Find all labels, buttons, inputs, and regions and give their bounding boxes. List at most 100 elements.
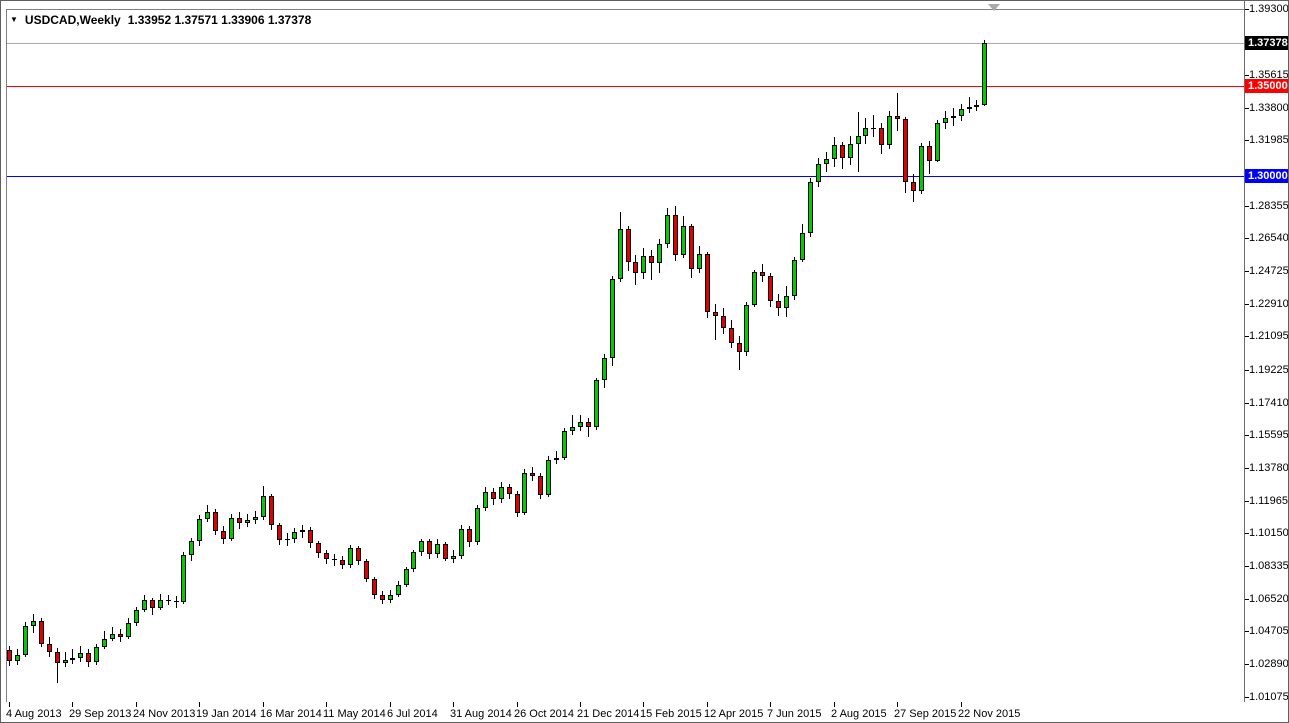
time-axis-tick (643, 702, 644, 707)
symbol-caret-icon[interactable]: ▼ (10, 15, 18, 24)
candle-body-up (31, 621, 36, 626)
time-axis-tick (770, 702, 771, 707)
time-axis-tick (580, 702, 581, 707)
candle-body-up (300, 530, 305, 532)
chart-shift-marker-icon[interactable] (988, 4, 1000, 11)
price-axis-tick (1245, 599, 1249, 600)
candle-body-up (578, 422, 583, 427)
candle-body-up (205, 512, 210, 519)
candle-body-down (895, 116, 900, 119)
candle-wick (739, 336, 740, 370)
candle-doji-body (166, 600, 171, 601)
candle-body-down (760, 272, 765, 276)
time-axis-label: 12 Apr 2015 (704, 708, 764, 720)
candle-body-down (150, 600, 155, 608)
candle-body-up (641, 256, 646, 273)
price-axis-tick (1245, 238, 1249, 239)
candle-body-down (737, 343, 742, 352)
price-axis-tick (1245, 468, 1249, 469)
candle-body-down (237, 518, 242, 523)
time-axis-tick (961, 702, 962, 707)
candle-wick (969, 97, 970, 113)
price-axis-tick (1245, 403, 1249, 404)
price-axis-tick (1245, 697, 1249, 698)
candle-body-down (729, 328, 734, 343)
candle-body-up (744, 305, 749, 352)
candle-body-up (610, 279, 615, 358)
candle-body-down (380, 595, 385, 600)
candle-body-down (507, 487, 512, 494)
time-axis-label: 11 May 2014 (323, 708, 386, 720)
candle-body-up (70, 658, 75, 660)
time-axis-tick (263, 702, 264, 707)
candle-body-up (189, 541, 194, 555)
price-axis-tick (1245, 140, 1249, 141)
candle-body-down (7, 650, 12, 661)
price-axis-tick (1245, 370, 1249, 371)
candle-body-up (943, 118, 948, 123)
price-axis-tick (1245, 304, 1249, 305)
candle-wick (176, 596, 177, 608)
candle-body-down (705, 254, 710, 312)
candle-body-down (427, 541, 432, 554)
candle-wick (873, 115, 874, 137)
candle-body-up (546, 460, 551, 495)
price-axis-tick (1245, 75, 1249, 76)
price-axis-tick (1245, 336, 1249, 337)
resistance-line[interactable] (7, 86, 1244, 87)
candle-body-down (118, 634, 123, 637)
price-axis-label: 1.19225 (1249, 364, 1289, 376)
candle-wick (556, 451, 557, 464)
candle-body-up (959, 109, 964, 116)
candle-body-up (292, 532, 297, 539)
candle-body-up (78, 653, 83, 658)
candle-body-down (903, 119, 908, 182)
candle-body-down (86, 653, 91, 662)
time-axis-tick (517, 702, 518, 707)
time-axis-label: 15 Feb 2015 (640, 708, 702, 720)
candle-body-up (197, 519, 202, 541)
candle-body-down (927, 146, 932, 161)
candle-body-up (816, 164, 821, 182)
time-axis-tick (707, 702, 708, 707)
candle-body-up (974, 105, 979, 107)
candle-body-up (665, 215, 670, 244)
candle-body-down (491, 492, 496, 499)
candle-wick (334, 554, 335, 566)
candle-body-up (935, 123, 940, 161)
price-axis-label: 1.24725 (1249, 265, 1289, 277)
price-axis-label: 1.33800 (1249, 102, 1289, 114)
candle-body-up (110, 634, 115, 639)
candle-body-up (562, 431, 567, 458)
time-axis-tick (72, 702, 73, 707)
candle-body-up (63, 660, 68, 663)
candle-body-up (158, 600, 163, 608)
candle-body-down (47, 644, 52, 652)
candle-wick (72, 649, 73, 664)
candle-body-up (967, 107, 972, 109)
price-axis-tick (1245, 206, 1249, 207)
price-level-tag: 1.30000 (1245, 169, 1288, 183)
candle-body-down (515, 494, 520, 513)
candle-body-down (443, 544, 448, 559)
candle-body-up (15, 655, 20, 661)
candle-doji-body (174, 601, 179, 602)
candle-doji-body (871, 128, 876, 129)
candle-body-down (221, 531, 226, 539)
time-axis-label: 19 Jan 2014 (196, 708, 257, 720)
time-axis: 4 Aug 2013 29 Sep 2013 24 Nov 2013 19 Jan 2… (1, 702, 1288, 722)
candle-body-up (181, 555, 186, 602)
candle-body-up (848, 144, 853, 158)
price-axis-label: 1.21095 (1249, 330, 1289, 342)
support-line[interactable] (7, 176, 1244, 177)
price-axis-tick (1245, 108, 1249, 109)
time-axis-tick (326, 702, 327, 707)
candle-body-up (752, 272, 757, 305)
candle-body-up (808, 182, 813, 233)
candle-body-down (649, 256, 654, 263)
candle-body-up (784, 296, 789, 308)
candle-body-up (832, 145, 837, 159)
price-axis-tick (1245, 664, 1249, 665)
candle-body-up (435, 544, 440, 554)
